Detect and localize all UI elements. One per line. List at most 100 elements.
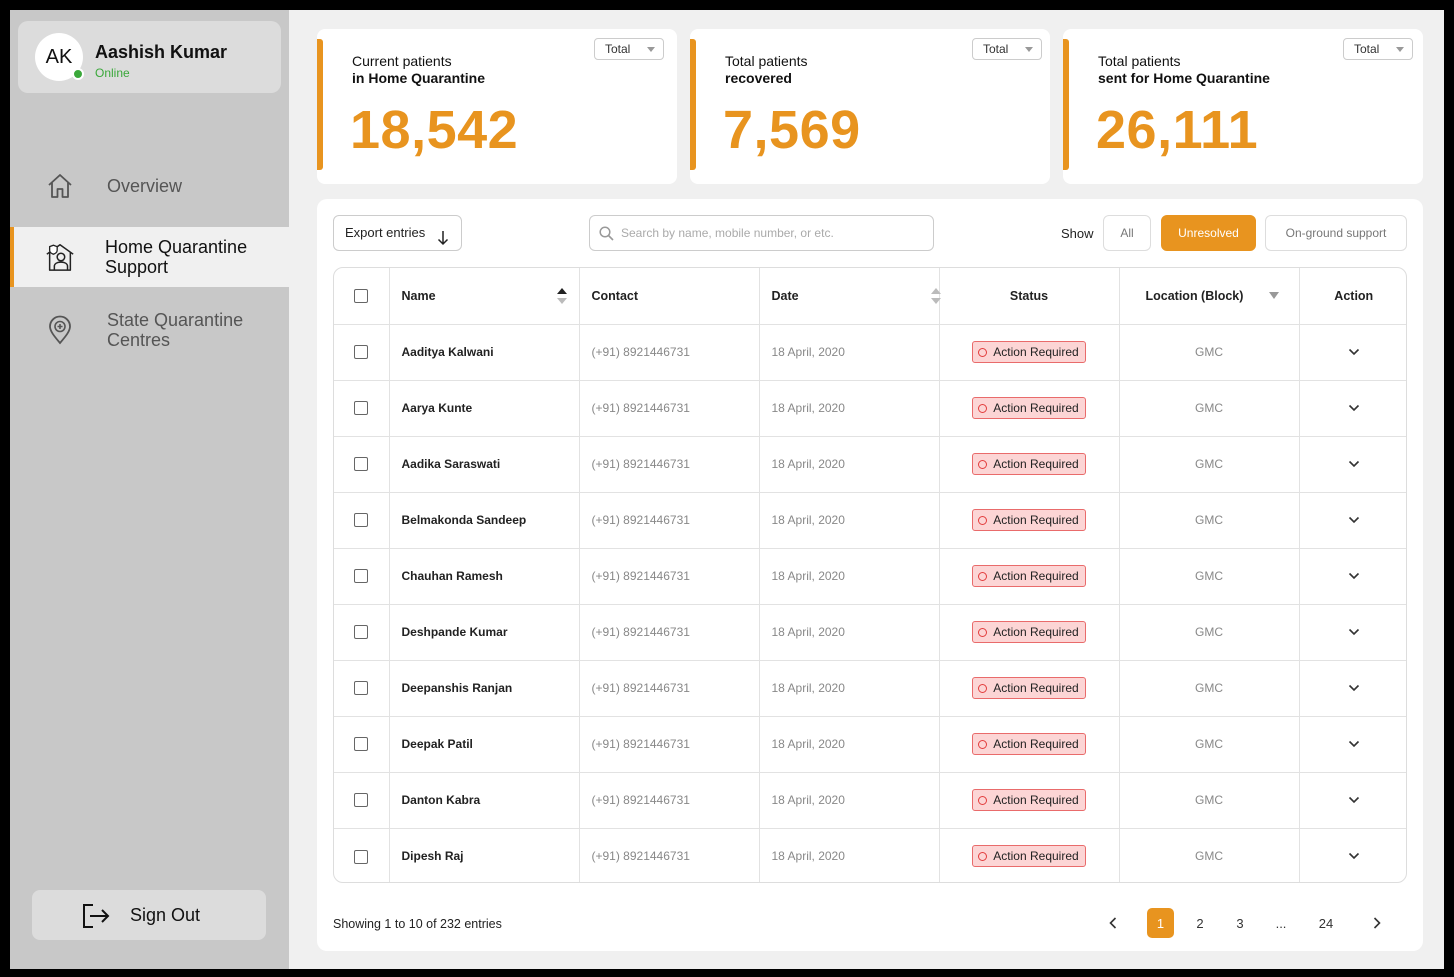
row-checkbox[interactable]: [354, 849, 369, 864]
chevron-down-icon: [1025, 47, 1033, 52]
sidebar: AK Aashish Kumar Online Overview: [10, 10, 289, 969]
patient-date: 18 April, 2020: [759, 660, 940, 717]
sort-icon[interactable]: [930, 287, 942, 308]
sidebar-item-label: Overview: [107, 176, 183, 196]
filter-unresolved-button[interactable]: Unresolved: [1161, 215, 1256, 251]
patient-name: Deepak Patil: [389, 716, 580, 773]
stat-label-line2: sent for Home Quarantine: [1098, 70, 1270, 86]
patient-location: GMC: [1119, 324, 1300, 381]
expand-row-button[interactable]: [1348, 345, 1360, 359]
sign-out-button[interactable]: Sign Out: [32, 890, 266, 940]
patient-contact: (+91) 8921446731: [579, 548, 760, 605]
export-entries-button[interactable]: Export entries: [333, 215, 462, 251]
status-badge: Action Required: [972, 397, 1086, 419]
select-all-checkbox[interactable]: [354, 289, 369, 304]
row-checkbox[interactable]: [354, 569, 369, 584]
alert-circle-icon: [978, 459, 988, 469]
sidebar-item-overview[interactable]: Overview: [10, 156, 289, 216]
row-action-cell: [1299, 828, 1406, 882]
row-checkbox[interactable]: [354, 513, 369, 528]
row-action-cell: [1299, 548, 1406, 605]
patient-name: Danton Kabra: [389, 772, 580, 829]
row-action-cell: [1299, 716, 1406, 773]
stat-label-line2: in Home Quarantine: [352, 70, 486, 86]
row-checkbox[interactable]: [354, 793, 369, 808]
column-header-name[interactable]: Name: [389, 268, 580, 325]
status-cell: Action Required: [939, 436, 1120, 493]
patient-date: 18 April, 2020: [759, 324, 940, 381]
status-badge: Action Required: [972, 565, 1086, 587]
alert-circle-icon: [978, 795, 988, 805]
expand-row-button[interactable]: [1348, 401, 1360, 415]
status-badge: Action Required: [972, 733, 1086, 755]
patient-date: 18 April, 2020: [759, 548, 940, 605]
column-header-location[interactable]: Location (Block): [1119, 268, 1300, 325]
sidebar-item-label: Home Quarantine Support: [105, 237, 248, 277]
patient-date: 18 April, 2020: [759, 492, 940, 549]
row-checkbox[interactable]: [354, 457, 369, 472]
row-checkbox[interactable]: [354, 625, 369, 640]
chevron-left-icon: [1109, 917, 1117, 929]
status-cell: Action Required: [939, 604, 1120, 661]
filter-on-ground-support-button[interactable]: On-ground support: [1265, 215, 1407, 251]
sign-out-icon: [82, 903, 110, 934]
row-checkbox[interactable]: [354, 737, 369, 752]
patient-date: 18 April, 2020: [759, 716, 940, 773]
chevron-down-icon: [1348, 684, 1359, 692]
patient-name: Deepanshis Ranjan: [389, 660, 580, 717]
pagination-next-button[interactable]: [1367, 908, 1387, 938]
expand-row-button[interactable]: [1348, 457, 1360, 471]
sidebar-item-state-quarantine[interactable]: State Quarantine Centres: [10, 300, 289, 360]
pagination-page-24[interactable]: 24: [1318, 915, 1334, 931]
sidebar-item-label: State Quarantine Centres: [107, 310, 244, 350]
expand-row-button[interactable]: [1348, 681, 1360, 695]
stat-period-select[interactable]: Total: [972, 38, 1042, 60]
table-row: Deepak Patil (+91) 8921446731 18 April, 20…: [334, 716, 1406, 773]
patient-location: GMC: [1119, 548, 1300, 605]
status-cell: Action Required: [939, 380, 1120, 437]
status-cell: Action Required: [939, 548, 1120, 605]
expand-row-button[interactable]: [1348, 513, 1360, 527]
chevron-down-icon: [1396, 47, 1404, 52]
stat-value: 26,111: [1096, 100, 1259, 160]
chevron-down-icon: [1348, 404, 1359, 412]
app-window: AK Aashish Kumar Online Overview: [10, 10, 1444, 969]
table-row: Aadika Saraswati (+91) 8921446731 18 April…: [334, 436, 1406, 493]
chevron-down-icon: [1348, 348, 1359, 356]
sort-icon[interactable]: [556, 287, 568, 308]
table-row: Aarya Kunte (+91) 8921446731 18 April, 202…: [334, 380, 1406, 437]
pagination-page-2[interactable]: 2: [1196, 915, 1204, 931]
patient-date: 18 April, 2020: [759, 380, 940, 437]
expand-row-button[interactable]: [1348, 793, 1360, 807]
user-name: Aashish Kumar: [95, 42, 228, 62]
search-input[interactable]: [621, 224, 921, 242]
row-checkbox[interactable]: [354, 401, 369, 416]
card-accent-bar: [690, 39, 696, 170]
status-cell: Action Required: [939, 716, 1120, 773]
chevron-down-icon[interactable]: [1268, 292, 1279, 299]
filter-all-button[interactable]: All: [1103, 215, 1151, 251]
column-header-date[interactable]: Date: [759, 268, 942, 325]
patient-contact: (+91) 8921446731: [579, 380, 760, 437]
pagination-page-3[interactable]: 3: [1236, 915, 1244, 931]
status-cell: Action Required: [939, 492, 1120, 549]
user-profile-card[interactable]: AK Aashish Kumar Online: [18, 21, 281, 93]
row-action-cell: [1299, 436, 1406, 493]
row-checkbox[interactable]: [354, 345, 369, 360]
expand-row-button[interactable]: [1348, 849, 1360, 863]
sidebar-item-home-quarantine[interactable]: Home Quarantine Support: [10, 227, 289, 287]
expand-row-button[interactable]: [1348, 625, 1360, 639]
status-cell: Action Required: [939, 828, 1120, 882]
expand-row-button[interactable]: [1348, 569, 1360, 583]
expand-row-button[interactable]: [1348, 737, 1360, 751]
stat-period-select[interactable]: Total: [1343, 38, 1413, 60]
stat-period-select[interactable]: Total: [594, 38, 664, 60]
column-header-status: Status: [939, 268, 1120, 325]
pagination-prev-button[interactable]: [1103, 908, 1123, 938]
chevron-down-icon: [1348, 853, 1359, 860]
row-select-cell: [334, 380, 390, 437]
patient-location: GMC: [1119, 660, 1300, 717]
pagination-page-1[interactable]: 1: [1147, 908, 1174, 938]
row-checkbox[interactable]: [354, 681, 369, 696]
chevron-down-icon: [1348, 740, 1359, 748]
